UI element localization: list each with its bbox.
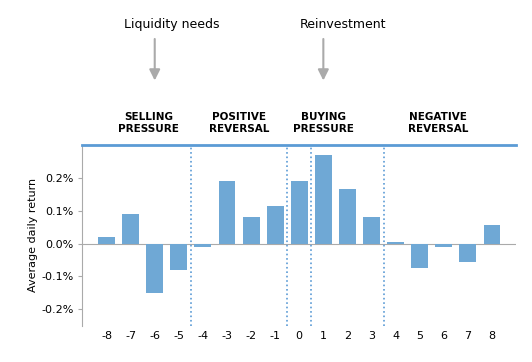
Text: Liquidity needs: Liquidity needs: [124, 18, 219, 31]
Bar: [219, 181, 236, 244]
Bar: [267, 206, 284, 244]
Text: BUYING
PRESSURE: BUYING PRESSURE: [293, 112, 354, 134]
Bar: [411, 244, 428, 268]
Bar: [122, 214, 139, 244]
Bar: [98, 237, 115, 244]
Bar: [339, 189, 356, 244]
Bar: [387, 242, 404, 244]
Text: POSITIVE
REVERSAL: POSITIVE REVERSAL: [209, 112, 269, 134]
Y-axis label: Average daily return: Average daily return: [28, 178, 38, 292]
Bar: [291, 181, 307, 244]
Bar: [170, 244, 187, 270]
Bar: [435, 244, 452, 247]
Text: SELLING
PRESSURE: SELLING PRESSURE: [118, 112, 179, 134]
Text: NEGATIVE
REVERSAL: NEGATIVE REVERSAL: [408, 112, 468, 134]
Bar: [460, 244, 476, 262]
Bar: [243, 217, 260, 244]
Bar: [146, 244, 163, 293]
Bar: [195, 244, 211, 247]
Bar: [315, 155, 332, 244]
Bar: [484, 226, 501, 244]
Text: Reinvestment: Reinvestment: [300, 18, 386, 31]
Bar: [363, 217, 380, 244]
